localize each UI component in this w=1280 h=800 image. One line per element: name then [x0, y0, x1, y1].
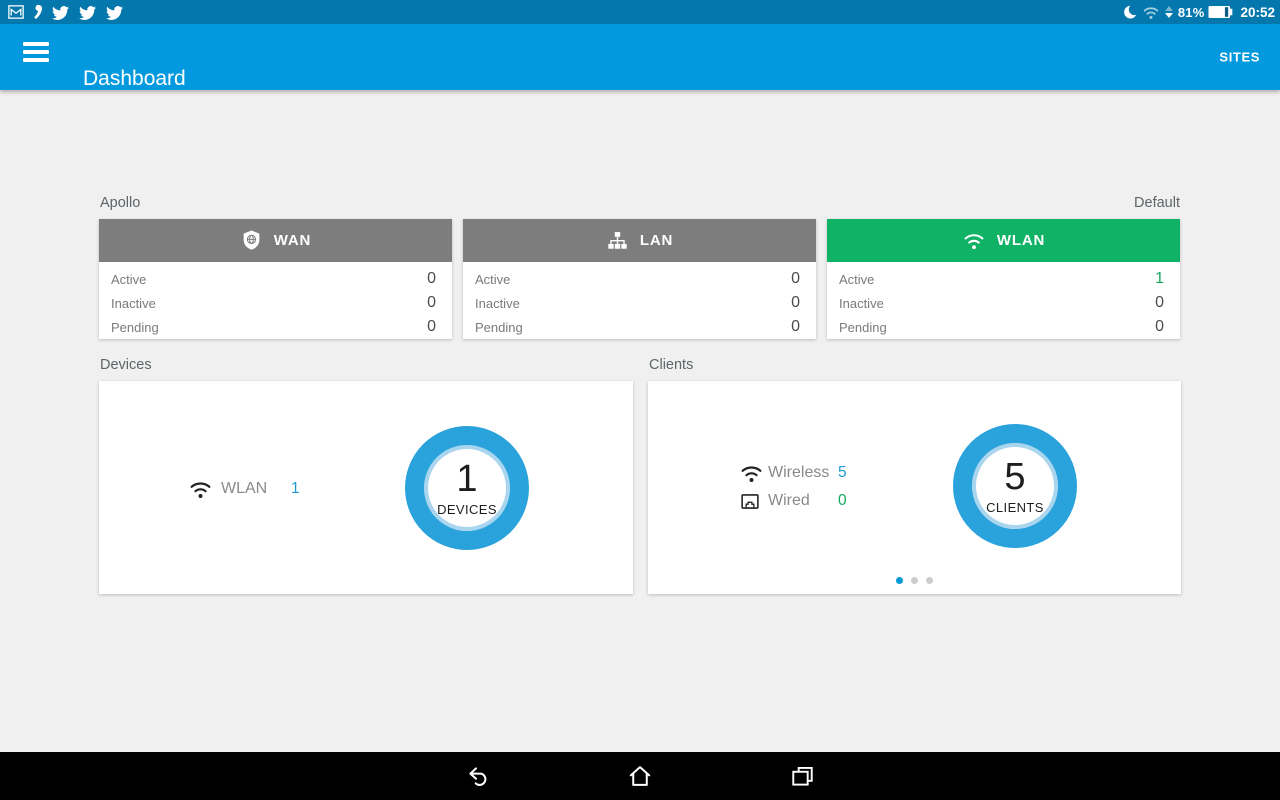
android-nav-bar	[0, 752, 1280, 800]
wan-inactive-row: Inactive 0	[111, 294, 436, 311]
pagination-dot[interactable]	[911, 577, 918, 584]
clients-wireless-label: Wireless	[768, 464, 830, 481]
recents-button[interactable]	[787, 761, 817, 791]
lan-card-header: LAN	[463, 219, 816, 262]
wan-card-body: Active 0 Inactive 0 Pending 0	[99, 262, 452, 339]
devices-total-count: 1	[456, 457, 478, 500]
back-icon	[465, 763, 492, 790]
recents-icon	[789, 763, 816, 790]
wlan-active-row: Active 1	[839, 270, 1164, 287]
page-title: Dashboard	[83, 67, 186, 90]
app-bar: Dashboard SITES	[0, 24, 1280, 90]
wan-card-title: WAN	[273, 232, 312, 249]
clients-wireless-row: Wireless 5	[738, 459, 847, 487]
wan-card[interactable]: WAN Active 0 Inactive 0 Pending 0	[99, 219, 452, 339]
network-arrows-icon	[1164, 6, 1173, 18]
battery-percent: 81%	[1177, 4, 1205, 20]
sites-button[interactable]: SITES	[1219, 49, 1260, 65]
clients-wired-count: 0	[838, 492, 847, 509]
lan-inactive-row: Inactive 0	[475, 294, 800, 311]
home-icon	[626, 762, 654, 790]
devices-wlan-count: 1	[291, 480, 300, 497]
wlan-card-body: Active 1 Inactive 0 Pending 0	[827, 262, 1180, 339]
menu-icon[interactable]	[23, 39, 49, 65]
home-button[interactable]	[625, 761, 655, 791]
shield-globe-icon	[240, 229, 263, 252]
wifi-icon	[187, 478, 217, 500]
wlan-pending-row: Pending 0	[839, 318, 1164, 335]
clients-wireless-count: 5	[838, 464, 847, 481]
status-bar: 81% 20:52	[0, 0, 1280, 24]
wifi-icon	[962, 231, 986, 251]
clients-ring-chart: 5 CLIENTS	[953, 424, 1077, 548]
clients-wired-label: Wired	[768, 492, 810, 509]
lan-card-body: Active 0 Inactive 0 Pending 0	[463, 262, 816, 339]
devices-wlan-row: WLAN 1	[187, 475, 300, 503]
lan-pending-row: Pending 0	[475, 318, 800, 335]
pagination-dot[interactable]	[896, 577, 903, 584]
wifi-icon	[738, 462, 768, 484]
lan-active-row: Active 0	[475, 270, 800, 287]
lan-card[interactable]: LAN Active 0 Inactive 0 Pending 0	[463, 219, 816, 339]
devices-ring-chart: 1 DEVICES	[405, 426, 529, 550]
wlan-card-header: WLAN	[827, 219, 1180, 262]
devices-card[interactable]: WLAN 1 1 DEVICES	[99, 381, 633, 594]
twitter-icon	[105, 4, 124, 21]
ethernet-icon	[738, 491, 768, 512]
twitter-icon	[78, 4, 97, 21]
devices-ring-caption: DEVICES	[437, 501, 497, 517]
clients-card[interactable]: Wireless 5 Wired 0 5 CLIENTS	[648, 381, 1181, 594]
lan-card-title: LAN	[639, 232, 674, 249]
wan-pending-row: Pending 0	[111, 318, 436, 335]
battery-icon	[1208, 5, 1233, 19]
status-bar-system: 81% 20:52	[1122, 4, 1275, 20]
email-icon	[7, 3, 25, 21]
wifi-status-icon	[1142, 5, 1160, 20]
pagination-dot[interactable]	[926, 577, 933, 584]
site-row: Apollo Default	[100, 195, 1180, 211]
lan-topology-icon	[606, 229, 629, 252]
clients-total-count: 5	[1004, 455, 1026, 498]
carousel-pagination	[648, 577, 1181, 584]
clock: 20:52	[1240, 4, 1275, 20]
wlan-card[interactable]: WLAN Active 1 Inactive 0 Pending 0	[827, 219, 1180, 339]
swiftkey-icon	[33, 4, 43, 20]
back-button[interactable]	[463, 761, 493, 791]
status-bar-notifications	[5, 3, 124, 21]
devices-wlan-label: WLAN	[221, 480, 268, 497]
twitter-icon	[51, 4, 70, 21]
site-name-label: Apollo	[100, 195, 141, 211]
clients-ring-caption: CLIENTS	[986, 499, 1044, 515]
clients-wired-row: Wired 0	[738, 487, 847, 515]
devices-section-label: Devices	[100, 357, 152, 373]
moon-icon	[1122, 4, 1138, 20]
clients-section-label: Clients	[649, 357, 694, 373]
wlan-card-title: WLAN	[996, 232, 1046, 249]
wlan-inactive-row: Inactive 0	[839, 294, 1164, 311]
wan-card-header: WAN	[99, 219, 452, 262]
wan-active-row: Active 0	[111, 270, 436, 287]
wlan-group-label: Default	[1134, 195, 1180, 211]
